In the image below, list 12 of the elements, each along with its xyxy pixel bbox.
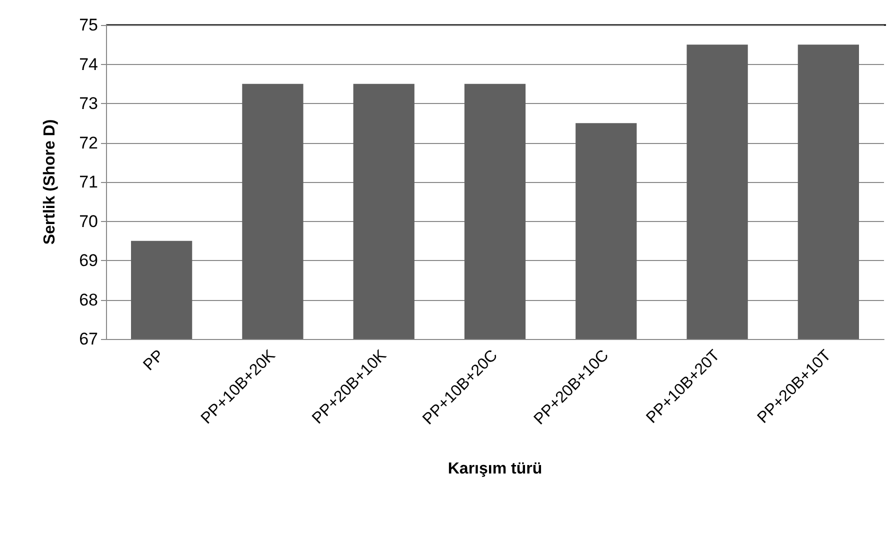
y-tick-label: 74 bbox=[79, 54, 98, 74]
y-tick-label: 68 bbox=[79, 290, 98, 310]
y-tick-label: 67 bbox=[79, 330, 98, 348]
x-axis-title: Karışım türü bbox=[448, 460, 542, 478]
y-tick-label: 70 bbox=[79, 212, 98, 231]
y-tick-label: 73 bbox=[79, 94, 98, 113]
y-axis-title: Sertlik (Shore D) bbox=[42, 119, 58, 245]
y-tick-label: 71 bbox=[79, 172, 98, 192]
y-tick-label: 69 bbox=[79, 251, 98, 270]
x-tick-label: PP bbox=[140, 346, 168, 374]
y-tick-label: 72 bbox=[79, 133, 98, 152]
y-tick-label: 75 bbox=[79, 16, 98, 34]
